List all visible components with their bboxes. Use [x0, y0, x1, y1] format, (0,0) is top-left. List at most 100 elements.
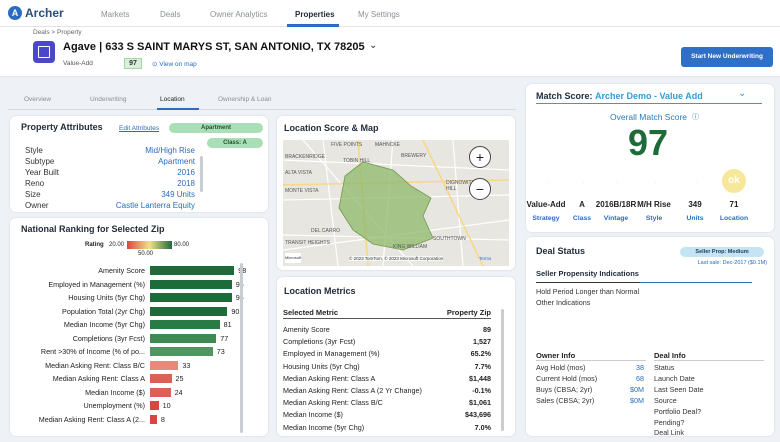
ranking-bar[interactable] — [150, 414, 157, 424]
map[interactable]: FIVE POINTS BRACKENRIDGE MAHNCKE ALTA VI… — [283, 140, 509, 266]
attr-value[interactable]: Apartment — [158, 157, 195, 166]
metric-row: Median Income ($) $43,696 — [283, 410, 491, 422]
match-profile-select[interactable]: Archer Demo - Value Add — [595, 91, 703, 101]
ranking-bar[interactable] — [150, 387, 171, 397]
nav-owner-analytics[interactable]: Owner Analytics — [210, 10, 268, 19]
nav-deals[interactable]: Deals — [160, 10, 181, 19]
page-title: Agave | 633 S SAINT MARYS ST, SAN ANTONI… — [63, 41, 365, 53]
metric-key: Median Income ($) — [283, 410, 343, 420]
ranking-row: Median Asking Rent: Class A 25 — [10, 374, 260, 384]
attributes-scrollbar[interactable] — [200, 156, 203, 192]
deal-info-field: Launch Date — [654, 374, 695, 383]
deal-info-field: Source — [654, 396, 677, 405]
thumbs-up-icon: 👍 — [534, 169, 558, 193]
deal-status-title: Deal Status — [536, 246, 586, 256]
ranking-scrollbar[interactable] — [240, 263, 243, 433]
map-label: TOBIN HILL — [343, 158, 371, 164]
start-underwriting-button[interactable]: Start New Underwriting — [681, 47, 773, 67]
owner-info-key: Current Hold (mos) — [536, 374, 598, 383]
ranking-bar[interactable] — [150, 266, 235, 275]
tab-ownership-loan[interactable]: Ownership & Loan — [218, 96, 272, 103]
thumbs-up-icon: 👍 — [642, 169, 666, 193]
attr-value[interactable]: Mid/High Rise — [145, 146, 195, 155]
chevron-down-icon[interactable]: ⌄ — [369, 40, 378, 51]
ranking-bar[interactable] — [150, 293, 232, 302]
metrics-scrollbar[interactable] — [501, 309, 504, 431]
metric-value: $1,061 — [469, 398, 491, 408]
ranking-bar[interactable] — [150, 320, 220, 329]
ranking-row: Median Asking Rent: Class B/C 33 — [10, 360, 260, 371]
ranking-value: 24 — [174, 387, 183, 397]
rating-legend-gradient — [127, 241, 172, 249]
map-terms-link[interactable]: Terms — [479, 256, 492, 261]
national-ranking-card: National Ranking for Selected Zip Rating… — [10, 218, 268, 436]
rating-legend-min: 20.00 — [109, 242, 125, 248]
ranking-bar[interactable] — [150, 360, 179, 370]
ranking-value: 81 — [223, 320, 232, 329]
ranking-row: Population Total (2yr Chg) 90 — [10, 306, 260, 317]
ranking-value: 73 — [216, 347, 225, 356]
ranking-bar[interactable] — [150, 279, 232, 289]
attr-value[interactable]: 2018 — [177, 179, 195, 188]
map-label: KING WILLIAM — [393, 244, 428, 250]
app-logo[interactable]: A Archer — [8, 6, 64, 20]
map-label: MONTE VISTA — [285, 188, 319, 194]
ranking-bar[interactable] — [150, 374, 172, 383]
owner-info-key: Avg Hold (mos) — [536, 363, 586, 372]
tab-underwriting[interactable]: Underwriting — [90, 96, 127, 103]
ranking-bar[interactable] — [150, 347, 213, 356]
metric-row: Employed in Management (%) 65.2% — [283, 349, 491, 361]
nav-markets[interactable]: Markets — [101, 10, 130, 19]
map-label: TRANSIT HEIGHTS — [285, 240, 330, 246]
property-attributes-title: Property Attributes — [21, 122, 103, 132]
strategy-tag: Value-Add — [63, 60, 93, 67]
deal-info-title: Deal Info — [654, 351, 686, 360]
location-map-card: Location Score & Map FIVE POINTS BRACKEN… — [277, 116, 515, 270]
metric-value: 65.2% — [470, 349, 491, 359]
ranking-label: Population Total (2yr Chg) — [62, 306, 145, 316]
view-on-map-label: View on map — [159, 61, 197, 68]
ranking-bar[interactable] — [150, 306, 228, 316]
owner-info-value: $0M — [630, 385, 644, 394]
owner-info-value: 68 — [636, 374, 644, 383]
metric-key: Completions (3yr Fcst) — [283, 337, 356, 347]
rating-legend-max: 80.00 — [174, 242, 190, 248]
info-icon[interactable]: ⓘ — [692, 114, 699, 121]
match-criteria-label: Strategy — [532, 215, 560, 222]
ranking-bar[interactable] — [150, 401, 159, 410]
ranking-label: Median Asking Rent: Class A (2... — [38, 414, 145, 424]
rating-legend-mid: 50.00 — [138, 251, 154, 257]
tab-location[interactable]: Location — [160, 96, 185, 103]
metric-value: 7.7% — [474, 361, 491, 371]
attr-value[interactable]: 349 Units — [161, 190, 195, 199]
edit-attributes-link[interactable]: Edit Attributes — [119, 125, 160, 132]
ranking-row: Unemployment (%) 10 — [10, 401, 260, 411]
indication-item: Hold Period Longer than Normal — [536, 287, 640, 296]
tab-overview[interactable]: Overview — [24, 96, 52, 103]
tab-bar: Overview Underwriting Location Ownership… — [8, 92, 516, 110]
match-criteria-label: Vintage — [603, 215, 629, 222]
match-criteria-value: 2016B/18R — [595, 200, 637, 209]
class-pill: Class: A — [207, 138, 263, 148]
nav-my-settings[interactable]: My Settings — [358, 10, 400, 19]
attr-value[interactable]: 2016 — [177, 168, 195, 177]
owner-info-title: Owner Info — [536, 351, 576, 360]
ranking-value: 77 — [220, 333, 229, 343]
breadcrumb[interactable]: Deals > Property — [33, 29, 82, 36]
match-criteria-value: M/H Rise — [637, 200, 671, 209]
chevron-down-icon[interactable]: ⌄ — [738, 88, 747, 99]
nav-properties[interactable]: Properties — [295, 10, 335, 19]
zoom-in-button[interactable]: + — [469, 146, 491, 168]
view-on-map-link[interactable]: ⊙ View on map — [152, 60, 197, 68]
ranking-bar[interactable] — [150, 333, 217, 343]
metrics-col-right: Property Zip — [446, 308, 491, 317]
zoom-out-button[interactable]: − — [469, 178, 491, 200]
ranking-label: Rent >30% of Income (% of po... — [40, 347, 145, 356]
ranking-label: Completions (3yr Fcst) — [72, 333, 145, 343]
attr-value[interactable]: Castle Lanterra Equity — [115, 201, 195, 210]
match-criteria-value: A — [579, 200, 585, 209]
thumbs-up-icon: 👍 — [683, 169, 707, 193]
location-map-title: Location Score & Map — [284, 123, 379, 133]
deal-info-divider — [654, 360, 764, 361]
ranking-label: Employed in Management (%) — [48, 279, 145, 289]
